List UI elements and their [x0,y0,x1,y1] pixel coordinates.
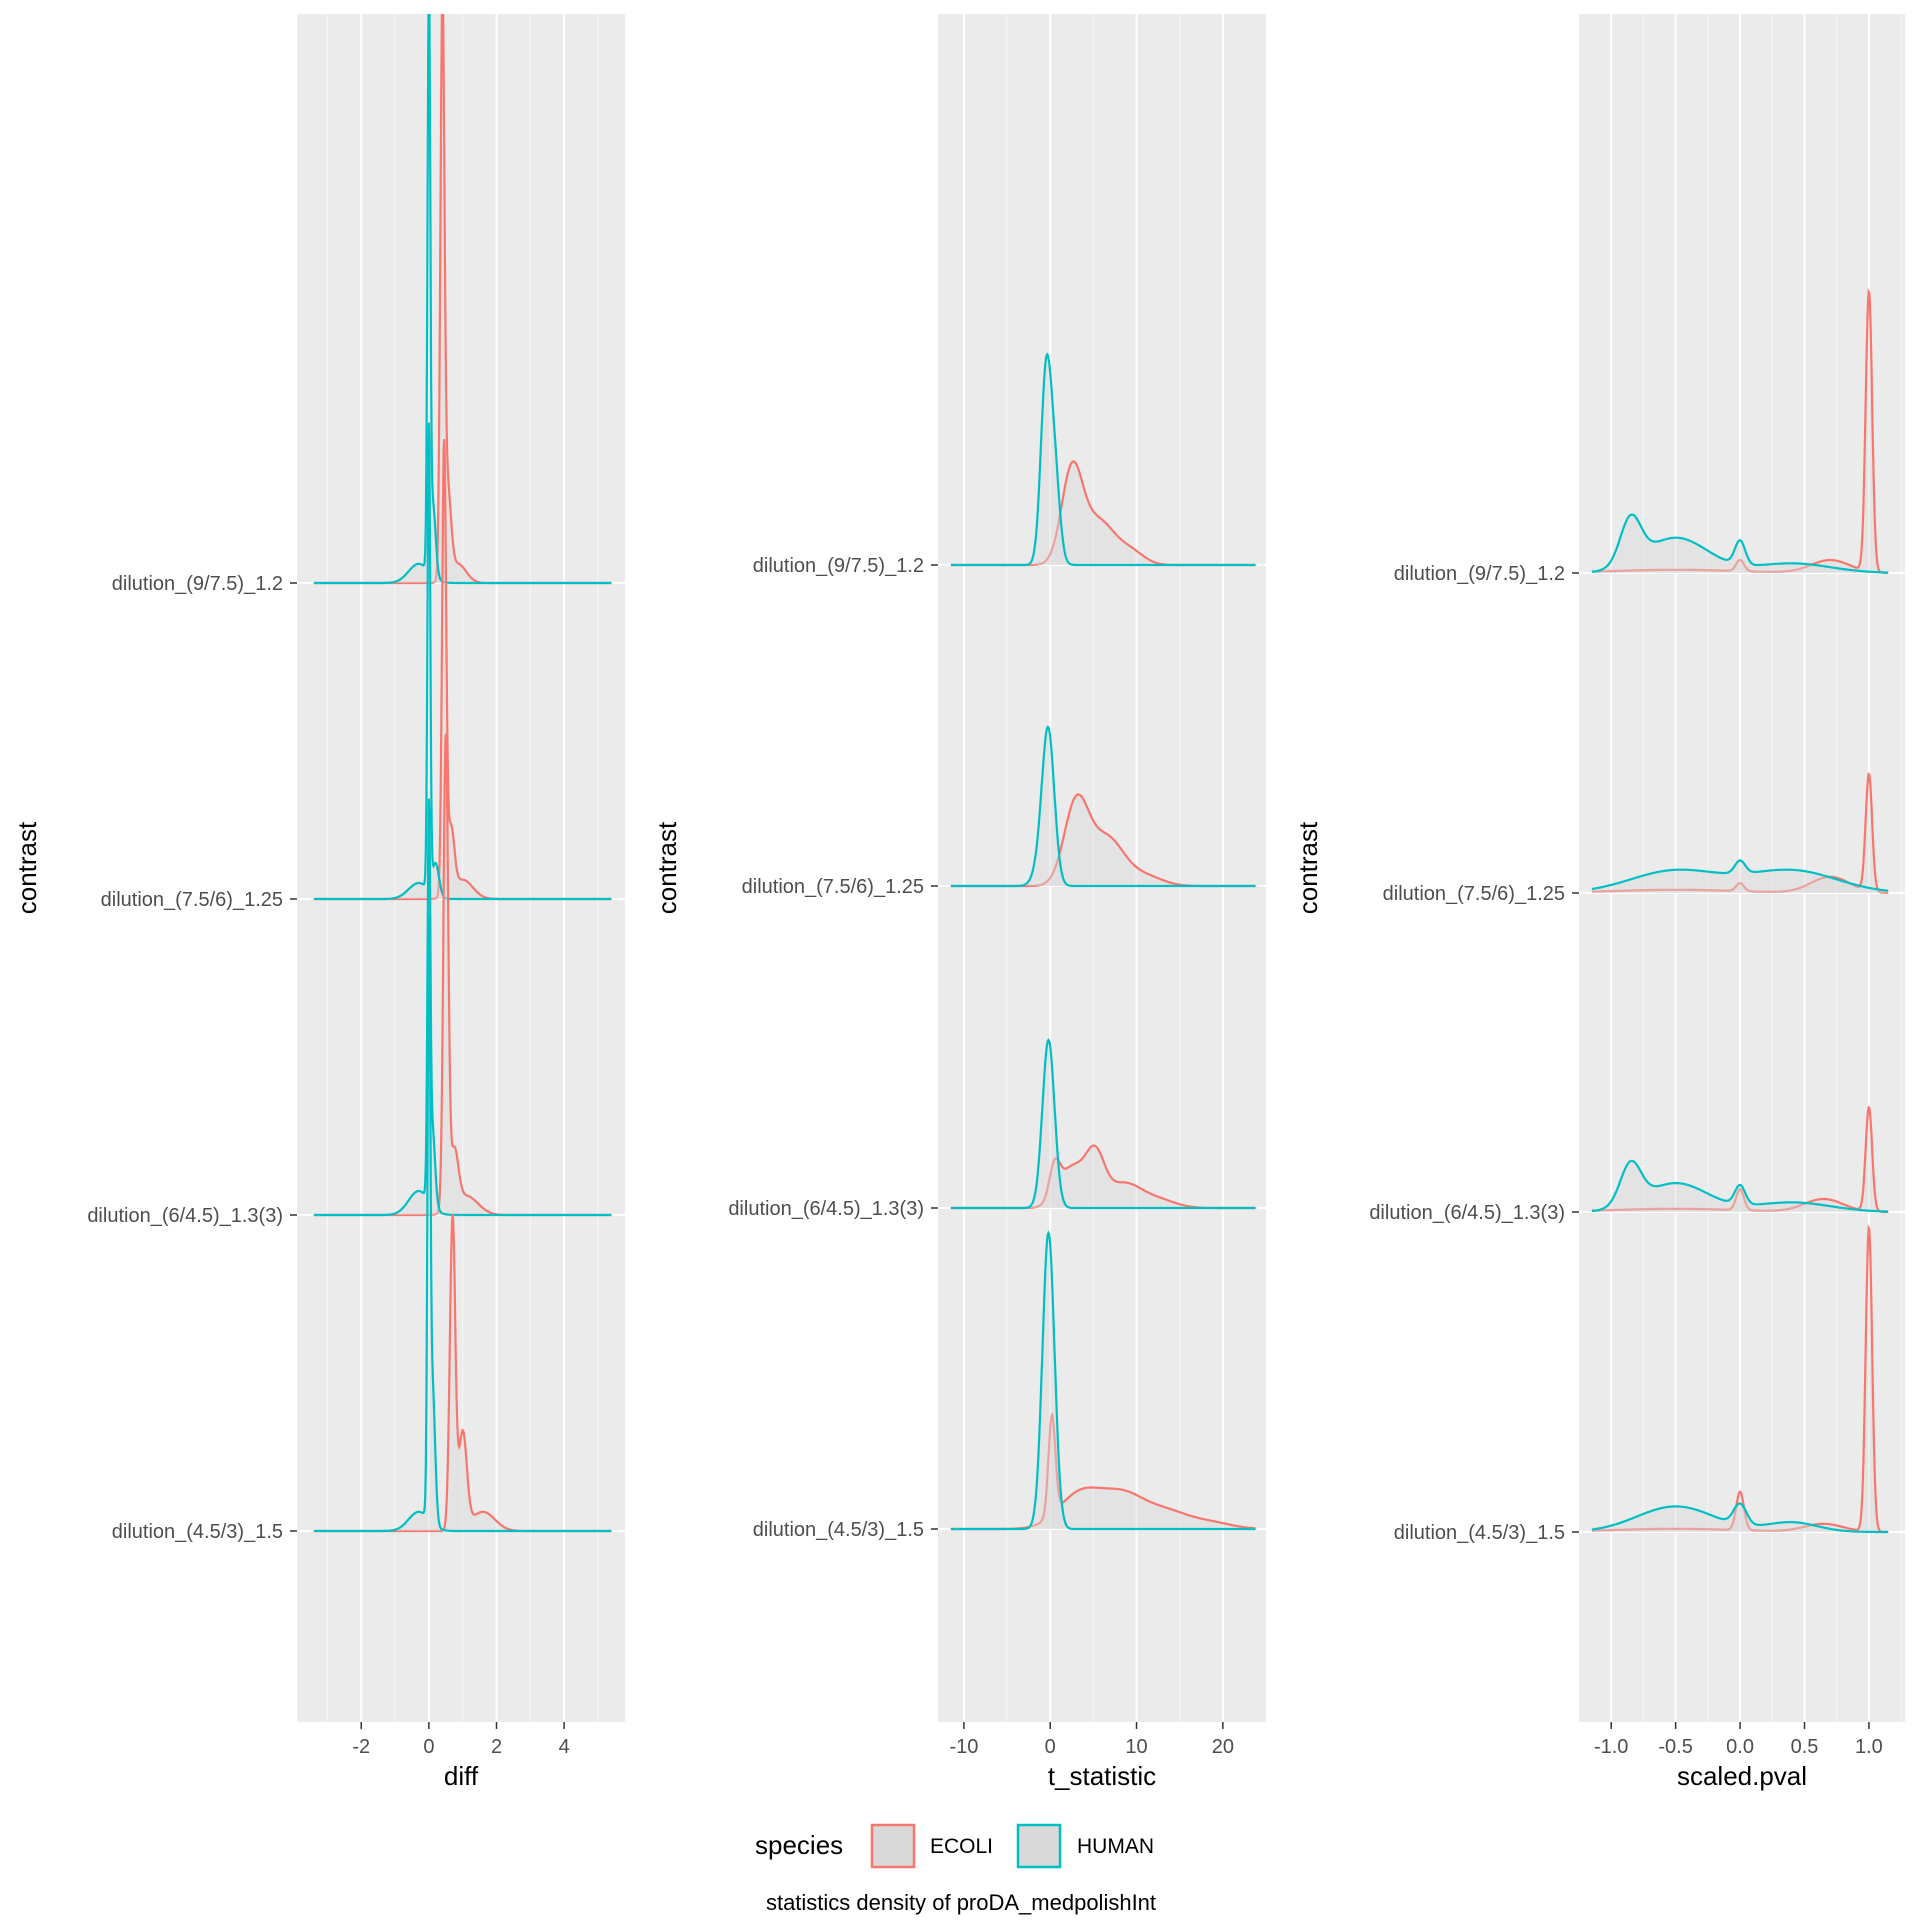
panel-scaled-pval: dilution_(9/7.5)_1.2 dilution_(7.5/6)_1.2… [1293,14,1905,1791]
x-tick-label: 0 [423,1736,434,1758]
density-human-dilution-6-4-5-1-3-3-line [950,1038,1256,1210]
x-tick-label: 0.0 [1726,1736,1754,1758]
y-tick-label: dilution_(4.5/3)_1.5 [112,1521,283,1543]
density-human-dilution-4-5-3-1-5-line [950,1230,1256,1531]
density-ecoli-dilution-9-7-5-1-2-fill [950,461,1256,565]
x-tick-label: 4 [559,1736,570,1758]
chart-caption: statistics density of proDA_medpolishInt [766,1890,1156,1915]
y-tick-label: dilution_(4.5/3)_1.5 [753,1519,924,1541]
y-tick-label: dilution_(7.5/6)_1.25 [1383,883,1565,905]
x-tick-label: -0.5 [1658,1736,1692,1758]
density-ecoli-dilution-9-7-5-1-2-line [1591,288,1889,574]
density-ecoli-dilution-4-5-3-1-5-line [1591,1224,1889,1534]
x-axis-title: t_statistic [1048,1761,1156,1791]
density-human-dilution-9-7-5-1-2-line [950,352,1256,567]
x-axis-title: diff [444,1761,479,1791]
density-human-dilution-7-5-6-1-25-fill [1591,860,1889,893]
density-human-dilution-6-4-5-1-3-3-fill [1591,1160,1889,1212]
y-tick-label: dilution_(9/7.5)_1.2 [753,555,924,577]
y-tick-label: dilution_(6/4.5)_1.3(3) [728,1198,924,1220]
density-human-dilution-7-5-6-1-25-line [313,422,612,901]
y-axis-title: contrast [1293,821,1323,914]
legend: species ECOLI HUMAN [755,1823,1154,1869]
density-ecoli-dilution-6-4-5-1-3-3-line [1591,1105,1889,1213]
density-human-dilution-6-4-5-1-3-3-line [1591,1159,1889,1213]
x-tick-label: 2 [491,1736,502,1758]
legend-key-ecoli [870,1823,916,1869]
density-human-dilution-4-5-3-1-5-line [1591,1502,1889,1534]
density-human-dilution-9-7-5-1-2-fill [1591,514,1889,573]
density-ecoli-dilution-4-5-3-1-5-fill [313,1214,612,1531]
density-ecoli-dilution-6-4-5-1-3-3-fill [1591,1107,1889,1212]
panel-background [1579,14,1905,1722]
x-tick-label: 0.5 [1791,1736,1819,1758]
density-ecoli-dilution-4-5-3-1-5-fill [950,1414,1256,1529]
panel-background [938,14,1266,1722]
y-tick-label: dilution_(9/7.5)_1.2 [112,573,283,595]
density-human-dilution-9-7-5-1-2-line [1591,513,1889,574]
panel-diff: dilution_(9/7.5)_1.2 dilution_(7.5/6)_1.2… [12,14,625,1791]
legend-item-human: HUMAN [1016,1823,1154,1869]
y-tick-label: dilution_(9/7.5)_1.2 [1394,563,1565,585]
x-axis-title: scaled.pval [1677,1761,1807,1791]
panel-t-statistic: dilution_(9/7.5)_1.2 dilution_(7.5/6)_1.2… [652,14,1266,1791]
legend-label-ecoli: ECOLI [930,1835,993,1858]
x-tick-label: -1.0 [1594,1736,1628,1758]
y-axis-title: contrast [652,821,682,914]
panels-group: dilution_(9/7.5)_1.2 dilution_(7.5/6)_1.2… [12,14,1905,1791]
density-ecoli-dilution-6-4-5-1-3-3-fill [950,1145,1256,1208]
y-tick-label: dilution_(7.5/6)_1.25 [101,889,283,911]
density-ecoli-dilution-7-5-6-1-25-fill [950,794,1256,886]
density-human-dilution-6-4-5-1-3-3-line [313,798,612,1217]
density-curves [313,14,612,1533]
y-tick-label: dilution_(4.5/3)_1.5 [1394,1522,1565,1544]
x-tick-label: 10 [1125,1736,1147,1758]
legend-label-human: HUMAN [1077,1835,1154,1858]
x-tick-label: 1.0 [1855,1736,1883,1758]
legend-title: species [755,1830,843,1860]
density-curves [1591,288,1889,1534]
density-human-dilution-4-5-3-1-5-fill [1591,1503,1889,1532]
y-tick-label: dilution_(6/4.5)_1.3(3) [87,1205,283,1227]
density-human-dilution-7-5-6-1-25-line [1591,859,1889,892]
legend-key-human [1016,1823,1062,1869]
y-axis-title: contrast [12,821,42,914]
x-tick-label: 0 [1045,1736,1056,1758]
density-ecoli-dilution-7-5-6-1-25-line [1591,771,1889,894]
density-human-dilution-9-7-5-1-2-line [313,14,612,585]
y-tick-label: dilution_(6/4.5)_1.3(3) [1369,1202,1565,1224]
x-tick-label: -2 [352,1736,370,1758]
legend-item-ecoli: ECOLI [870,1823,993,1869]
y-tick-label: dilution_(7.5/6)_1.25 [742,876,924,898]
density-curves [950,352,1256,1531]
x-tick-label: -10 [949,1736,978,1758]
density-human-dilution-4-5-3-1-5-line [313,914,612,1533]
density-human-dilution-7-5-6-1-25-line [950,725,1256,888]
x-tick-label: 20 [1212,1736,1234,1758]
